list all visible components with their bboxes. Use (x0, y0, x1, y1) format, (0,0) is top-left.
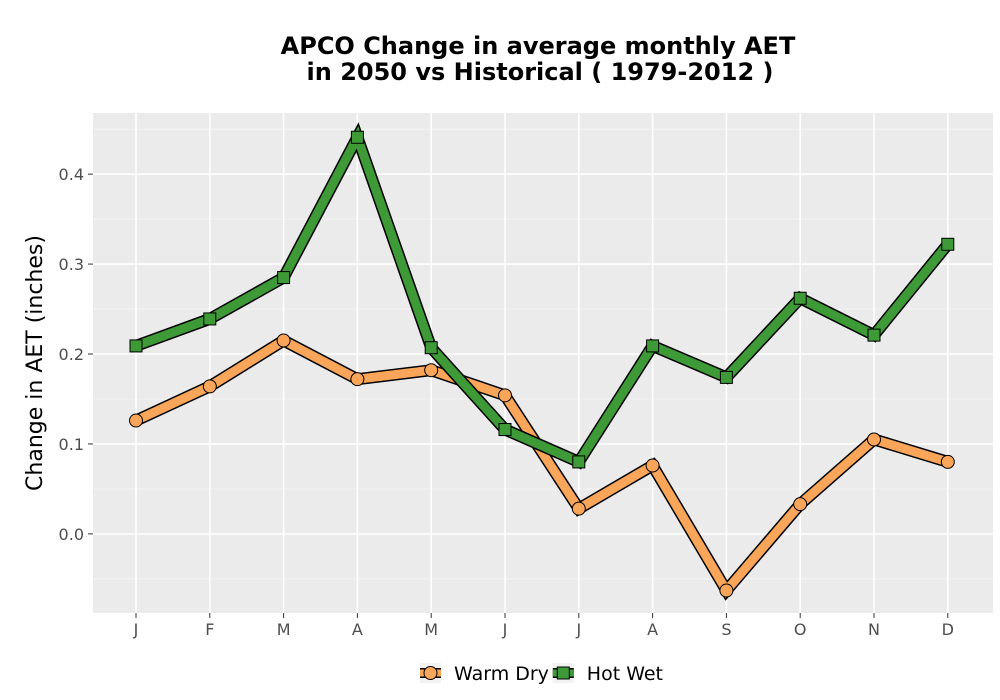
hot-wet-point (793, 291, 807, 305)
y-tick-label: 0.0 (59, 525, 84, 544)
legend-key-marker (423, 666, 438, 680)
hot-wet-point (719, 370, 733, 384)
x-tick-label: J (133, 620, 139, 639)
x-tick-label: S (721, 620, 731, 639)
warm-dry-point (645, 458, 660, 473)
x-tick-label: J (575, 620, 581, 639)
hot-wet-point (646, 339, 660, 353)
warm-dry-point (719, 583, 734, 598)
y-axis-title: Change in AET (inches) (23, 235, 48, 491)
y-tick-label: 0.1 (59, 435, 84, 454)
x-tick-label: A (647, 620, 658, 639)
hot-wet-point (277, 271, 291, 285)
x-tick-label: M (424, 620, 438, 639)
x-tick-label: F (205, 620, 214, 639)
warm-dry-point (571, 501, 586, 516)
legend: Warm Dry Hot Wet (420, 663, 663, 685)
gridlines (93, 113, 993, 613)
warm-dry-point (276, 333, 291, 348)
legend-key-marker (556, 666, 570, 680)
warm-dry-point (350, 372, 365, 387)
warm-dry-point (202, 379, 217, 394)
y-tick-label: 0.2 (59, 345, 84, 364)
hot-wet-point (498, 423, 512, 437)
warm-dry-point (793, 497, 808, 512)
hot-wet-point (129, 339, 143, 353)
y-tick-label: 0.3 (59, 255, 84, 274)
y-tick-label: 0.4 (59, 165, 84, 184)
y-axis: 0.0 0.1 0.2 0.3 0.4 (59, 165, 93, 544)
hot-wet-line (134, 126, 952, 468)
hot-wet-point (350, 130, 364, 144)
hot-wet-point (203, 312, 217, 326)
warm-dry-point (129, 413, 143, 428)
x-tick-label: J (502, 620, 508, 639)
hot-wet-point (867, 328, 881, 342)
chart-subtitle: in 2050 vs Historical ( 1979-2012 ) (307, 58, 774, 86)
series-group (129, 122, 955, 601)
hot-wet-point (424, 341, 438, 355)
hot-wet-point (572, 455, 586, 469)
chart-title: APCO Change in average monthly AET (281, 32, 796, 60)
legend-label-warm-dry: Warm Dry (454, 663, 549, 685)
x-tick-label: O (794, 620, 807, 639)
hot-wet-point (941, 237, 955, 251)
warm-dry-point (424, 363, 439, 378)
warm-dry-point (867, 432, 881, 447)
x-tick-label: N (868, 620, 880, 639)
warm-dry-point (498, 388, 512, 403)
plot-panel (93, 113, 993, 613)
x-tick-label: A (352, 620, 363, 639)
x-tick-label: M (277, 620, 291, 639)
legend-label-hot-wet: Hot Wet (587, 663, 663, 685)
x-tick-label: D (942, 620, 954, 639)
warm-dry-point (940, 454, 955, 469)
